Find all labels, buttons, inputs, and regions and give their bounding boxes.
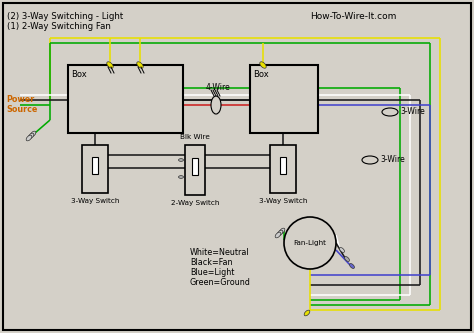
Text: (1) 2-Way Switching Fan: (1) 2-Way Switching Fan [7,22,111,31]
Text: Power
Source: Power Source [6,95,37,115]
Text: How-To-Wire-It.com: How-To-Wire-It.com [310,12,396,21]
Bar [280,157,286,174]
Ellipse shape [211,96,221,114]
Text: 3-Wire: 3-Wire [380,156,405,165]
Ellipse shape [345,257,349,261]
Ellipse shape [382,108,398,116]
Text: 3-Way Switch: 3-Way Switch [259,198,307,204]
Ellipse shape [304,310,310,316]
Ellipse shape [350,264,355,268]
Text: Box: Box [71,70,87,79]
Bar [185,145,205,195]
Text: (2) 3-Way Switching - Light: (2) 3-Way Switching - Light [7,12,123,21]
Ellipse shape [30,131,36,137]
Text: Blue=Light: Blue=Light [190,268,234,277]
Text: 2-Way Switch: 2-Way Switch [171,200,219,206]
Text: White=Neutral: White=Neutral [190,248,250,257]
Ellipse shape [279,228,285,234]
Circle shape [284,217,336,269]
Ellipse shape [260,62,266,68]
Text: Black=Fan: Black=Fan [190,258,233,267]
Text: Blk Wire: Blk Wire [180,134,210,140]
Ellipse shape [277,230,283,236]
Ellipse shape [179,175,183,178]
Ellipse shape [28,133,34,139]
Text: Box: Box [253,70,269,79]
Ellipse shape [362,156,378,164]
Ellipse shape [137,62,143,68]
Text: 4-Wire: 4-Wire [206,83,230,92]
Ellipse shape [26,135,32,141]
Text: Green=Ground: Green=Ground [190,278,251,287]
Bar [270,145,296,193]
Bar [192,158,198,175]
Ellipse shape [179,159,183,162]
Bar [68,65,183,133]
Text: Fan-Light: Fan-Light [293,240,327,246]
Text: 3-Wire: 3-Wire [400,108,425,117]
Bar [250,65,318,133]
Ellipse shape [107,62,113,68]
Bar [92,157,98,174]
Bar [82,145,108,193]
Ellipse shape [339,247,345,252]
Ellipse shape [275,232,281,238]
Text: 3-Way Switch: 3-Way Switch [71,198,119,204]
